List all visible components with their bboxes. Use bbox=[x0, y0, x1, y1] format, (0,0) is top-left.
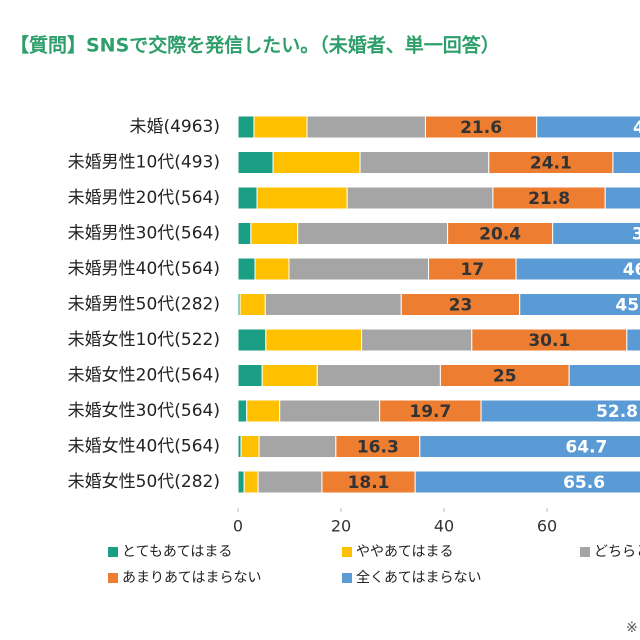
y-tick-label: 未婚女性20代(564) bbox=[68, 366, 220, 386]
data-label: 38.9 bbox=[632, 225, 640, 245]
legend-swatch bbox=[108, 547, 118, 557]
bar-segment bbox=[265, 328, 363, 352]
bar-segment bbox=[253, 115, 308, 139]
bar-segment bbox=[359, 151, 490, 174]
bar-segment bbox=[414, 470, 640, 494]
bar-segment bbox=[480, 399, 640, 423]
data-label: 46 bbox=[623, 260, 640, 280]
bar-segment bbox=[258, 435, 337, 458]
x-tick-label: 20 bbox=[331, 517, 351, 536]
bar-segment bbox=[612, 151, 640, 174]
bar-segment bbox=[254, 257, 290, 281]
y-tick-label: 未婚女性30代(564) bbox=[68, 401, 220, 421]
bar-segment bbox=[515, 257, 640, 281]
data-label: 45.3 bbox=[615, 296, 640, 316]
data-label: 30.1 bbox=[528, 331, 570, 351]
y-tick-label: 未婚男性10代(493) bbox=[68, 153, 220, 173]
data-label: 42 bbox=[633, 118, 640, 138]
bar-segment bbox=[237, 151, 274, 174]
data-label: 23 bbox=[449, 296, 473, 316]
legend-label: 全くあてはまらない bbox=[356, 569, 481, 586]
bar-segment bbox=[604, 186, 640, 210]
legend-label: あまりあてはまらない bbox=[122, 570, 261, 586]
data-label: 64.7 bbox=[565, 438, 607, 458]
bar-segment bbox=[237, 328, 267, 352]
chart-title: 【質問】SNSで交際を発信したい。（未婚者、単一回答） bbox=[10, 34, 500, 57]
bar-segment bbox=[256, 186, 348, 210]
legend-swatch bbox=[580, 547, 590, 557]
y-tick-label: 未婚男性20代(564) bbox=[68, 188, 220, 208]
bar-segment bbox=[243, 470, 259, 494]
bar-segment bbox=[279, 399, 381, 423]
bar-segment bbox=[237, 222, 252, 245]
y-tick-label: 未婚女性40代(564) bbox=[68, 437, 220, 457]
bar-segment bbox=[346, 186, 494, 210]
data-label: 21.6 bbox=[460, 118, 502, 138]
bar-segment bbox=[250, 222, 299, 245]
data-label: 19.7 bbox=[409, 402, 451, 422]
x-tick-label: 40 bbox=[434, 517, 454, 536]
y-tick-label: 未婚男性40代(564) bbox=[68, 259, 220, 279]
bar-segment bbox=[264, 293, 402, 316]
y-tick-label: 未婚男性50代(282) bbox=[68, 295, 220, 315]
x-tick-label: 60 bbox=[537, 517, 557, 536]
y-tick-label: 未婚女性50代(282) bbox=[68, 472, 220, 492]
bar-segment bbox=[419, 435, 640, 458]
data-label: 21.8 bbox=[528, 189, 570, 209]
bar-segment bbox=[240, 435, 260, 458]
bar-segment bbox=[272, 151, 361, 174]
data-label: 65.6 bbox=[563, 473, 605, 493]
bar-segment bbox=[552, 222, 640, 245]
bar-segment bbox=[626, 328, 640, 352]
y-tick-label: 未婚(4963) bbox=[129, 117, 220, 137]
legend-label: とてもあてはまる bbox=[122, 544, 232, 560]
bar-segment bbox=[361, 328, 473, 352]
bar-segment bbox=[237, 470, 245, 494]
bar-segment bbox=[288, 257, 430, 281]
bar-segment bbox=[237, 364, 263, 387]
bar-segment bbox=[297, 222, 449, 245]
data-label: 17 bbox=[460, 260, 484, 280]
bar-segment bbox=[519, 293, 640, 316]
bar-segment bbox=[568, 364, 640, 387]
bar-segment bbox=[237, 115, 255, 139]
data-label: 52.8 bbox=[596, 402, 638, 422]
data-label: 24.1 bbox=[530, 154, 572, 174]
legend-swatch bbox=[342, 547, 352, 557]
bar-segment bbox=[237, 186, 258, 210]
bar-segment bbox=[536, 115, 640, 139]
x-tick-label: 0 bbox=[233, 517, 243, 536]
data-label: 18.1 bbox=[348, 473, 390, 493]
bar-segment bbox=[246, 399, 281, 423]
bar-segment bbox=[316, 364, 441, 387]
data-label: 25 bbox=[493, 367, 517, 387]
data-label: 20.4 bbox=[479, 225, 521, 245]
bar-segment bbox=[237, 399, 248, 423]
legend-label: どちらともいえない bbox=[594, 544, 640, 560]
legend-swatch bbox=[108, 573, 118, 583]
bar-segment bbox=[257, 470, 323, 494]
note: ※ bbox=[626, 620, 638, 636]
bar-segment bbox=[261, 364, 318, 387]
bar-segment bbox=[237, 257, 256, 281]
bar-segment bbox=[239, 293, 266, 316]
data-label: 16.3 bbox=[357, 438, 399, 458]
y-tick-label: 未婚女性10代(522) bbox=[68, 330, 220, 350]
y-tick-label: 未婚男性30代(564) bbox=[68, 224, 220, 244]
legend-swatch bbox=[342, 573, 352, 583]
bar-segment bbox=[306, 115, 426, 139]
legend-label: ややあてはまる bbox=[356, 544, 453, 560]
